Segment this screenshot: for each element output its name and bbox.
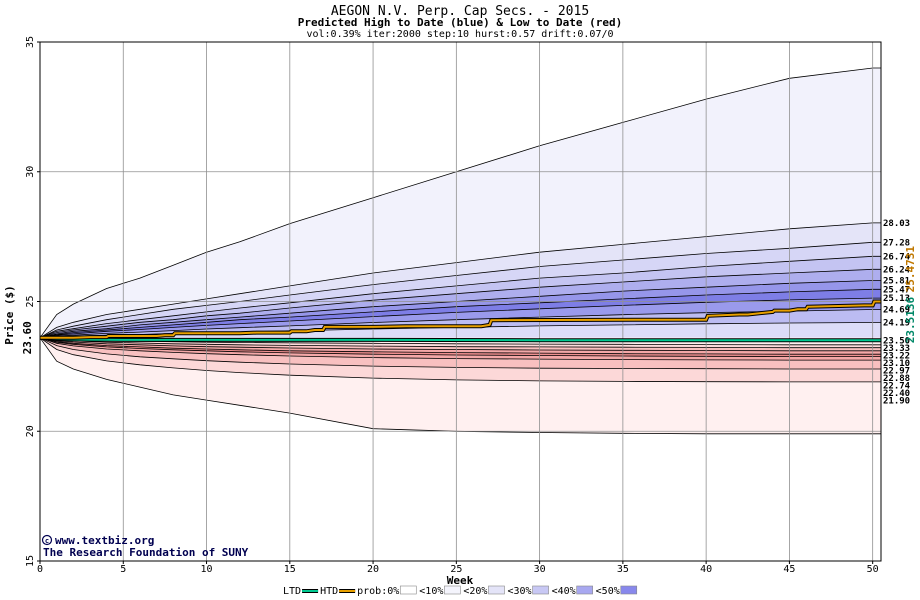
x-tick-label-30: 30	[534, 564, 546, 575]
axis-ticks: 0 5 10 15 20 25 30 35 40 45 50 15 20 25 30 35	[25, 36, 879, 575]
low-band-q1	[40, 337, 881, 382]
high-band-p2	[40, 242, 881, 338]
y-tick-label-20: 20	[25, 425, 36, 437]
end-label-p8: 24.69	[883, 306, 910, 316]
legend-label-4: <20%	[463, 586, 487, 597]
end-label-q1: 21.90	[883, 396, 910, 406]
high-band-p1	[40, 222, 881, 338]
legend-swatch-2	[399, 585, 417, 595]
high-band-p3	[40, 256, 881, 338]
end-label-q6: 23.10	[883, 359, 910, 369]
chart-params: vol:0.39% iter:2000 step:10 hurst:0.57 d…	[306, 29, 613, 40]
x-tick-label-50: 50	[867, 564, 879, 575]
x-tick-label-25: 25	[450, 564, 462, 575]
x-tick-label-45: 45	[783, 564, 795, 575]
chart-subtitle: Predicted High to Date (blue) & Low to D…	[298, 16, 623, 29]
credit-site: www.textbiz.org	[55, 534, 154, 547]
legend-swatch-5	[532, 585, 549, 595]
x-tick-label-35: 35	[617, 564, 629, 575]
legend-label-6: <40%	[552, 586, 576, 597]
end-label-p5: 25.81	[883, 277, 910, 287]
end-label-p3: 26.74	[883, 252, 911, 262]
high-band-p7	[40, 298, 881, 338]
x-tick-label-40: 40	[700, 564, 712, 575]
end-label-p9: 24.19	[883, 319, 910, 329]
legend-label-2: prob:0%	[357, 586, 399, 597]
end-label-p2: 27.28	[883, 238, 910, 248]
end-label-q3: 22.74	[883, 381, 911, 391]
y-tick-label-30: 30	[25, 166, 36, 178]
legend-swatch-6	[576, 585, 593, 595]
legend: LTD HTD prob:0% <10% <20% <30% <40% <50%	[283, 585, 638, 597]
low-band-q5	[40, 337, 881, 355]
ltd-end-label: 23.5136	[904, 297, 917, 344]
x-tick-label-0: 0	[37, 564, 43, 575]
y-tick-label-15: 15	[25, 555, 36, 567]
htd-end-label: 25.4731	[904, 246, 917, 293]
x-tick-label-20: 20	[367, 564, 379, 575]
chart-title: AEGON N.V. Perp. Cap Secs. - 2015	[331, 4, 589, 19]
low-band-q7	[40, 337, 881, 348]
end-label-q9: 23.50	[883, 336, 910, 346]
x-tick-label-10: 10	[201, 564, 213, 575]
low-band-min	[40, 337, 881, 434]
legend-label-1: HTD	[320, 586, 338, 597]
ltd-htd-paths	[39, 299, 881, 343]
end-label-p6: 25.47	[883, 285, 910, 295]
credits: c www.textbiz.org The Research Foundatio…	[41, 534, 249, 559]
credit-org: The Research Foundation of SUNY	[43, 546, 249, 559]
high-band-p5	[40, 280, 881, 338]
end-label-q7: 23.22	[883, 351, 910, 361]
legend-swatch-7	[620, 585, 638, 595]
legend-label-0: LTD	[283, 586, 301, 597]
start-price-label: 23.60	[21, 321, 34, 354]
copyright-c: c	[45, 537, 49, 545]
y-axis-label: Price ($)	[3, 285, 16, 345]
x-tick-label-5: 5	[120, 564, 126, 575]
legend-swatch-3	[444, 585, 461, 595]
end-label-q4: 22.88	[883, 374, 910, 384]
legend-label-3: <10%	[419, 586, 443, 597]
low-band-q3	[40, 337, 881, 361]
low-band-q2	[40, 337, 881, 369]
y-tick-label-35: 35	[25, 36, 36, 48]
end-label-q5: 22.97	[883, 366, 910, 376]
legend-label-7: <50%	[596, 586, 620, 597]
htd-line	[40, 300, 881, 339]
end-label-p4: 26.24	[883, 265, 911, 275]
high-band-p8	[40, 309, 881, 338]
copyright-icon	[41, 534, 53, 546]
x-tick-label-15: 15	[284, 564, 296, 575]
x-axis-label: Week	[447, 574, 474, 587]
end-label-q2: 22.40	[883, 389, 910, 399]
high-band-max	[40, 68, 881, 338]
y-tick-label-25: 25	[25, 295, 36, 307]
high-band-p4	[40, 269, 881, 338]
end-label-p7: 25.13	[883, 294, 910, 304]
grid-lines	[40, 42, 881, 561]
legend-label-5: <30%	[507, 586, 531, 597]
legend-swatch-4	[488, 585, 505, 595]
end-label-q8: 23.33	[883, 344, 910, 354]
end-label-p1: 28.03	[883, 219, 910, 229]
